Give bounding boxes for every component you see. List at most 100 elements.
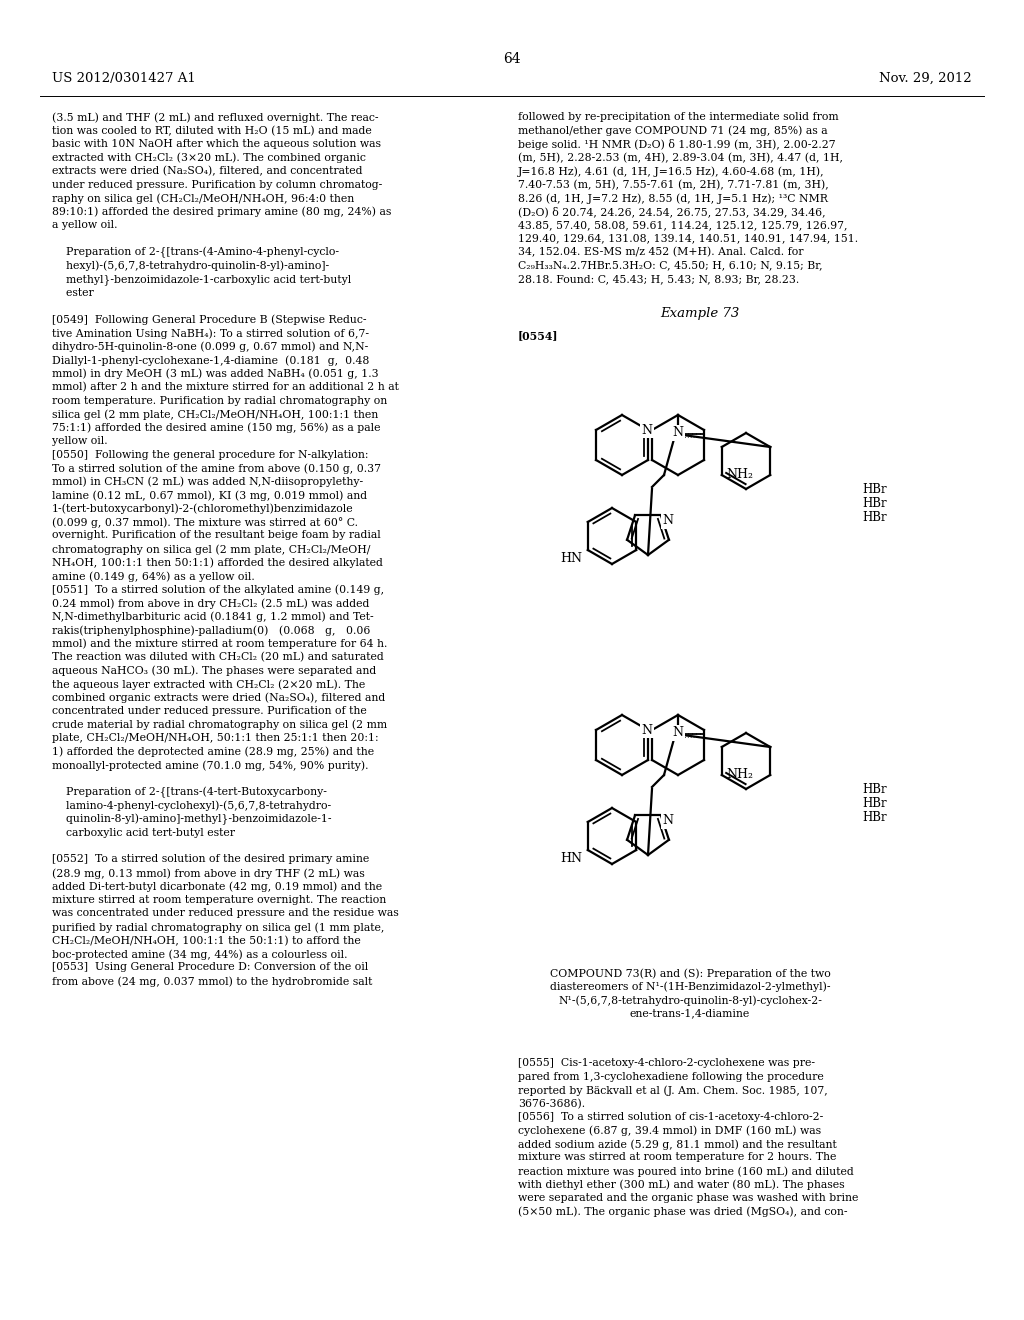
Text: [0553]  Using General Procedure D: Conversion of the oil: [0553] Using General Procedure D: Conver…: [52, 962, 369, 973]
Text: HBr: HBr: [862, 483, 887, 496]
Text: HN: HN: [560, 552, 582, 565]
Text: (0.099 g, 0.37 mmol). The mixture was stirred at 60° C.: (0.099 g, 0.37 mmol). The mixture was st…: [52, 517, 358, 528]
Text: basic with 10N NaOH after which the aqueous solution was: basic with 10N NaOH after which the aque…: [52, 139, 381, 149]
Text: HN: HN: [560, 851, 582, 865]
Text: J=16.8 Hz), 4.61 (d, 1H, J=16.5 Hz), 4.60-4.68 (m, 1H),: J=16.8 Hz), 4.61 (d, 1H, J=16.5 Hz), 4.6…: [518, 166, 824, 177]
Text: N: N: [673, 426, 683, 440]
Text: carboxylic acid tert-butyl ester: carboxylic acid tert-butyl ester: [52, 828, 234, 837]
Text: aqueous NaHCO₃ (30 mL). The phases were separated and: aqueous NaHCO₃ (30 mL). The phases were …: [52, 665, 376, 676]
Text: (m, 5H), 2.28-2.53 (m, 4H), 2.89-3.04 (m, 3H), 4.47 (d, 1H,: (m, 5H), 2.28-2.53 (m, 4H), 2.89-3.04 (m…: [518, 153, 843, 162]
Text: 28.18. Found: C, 45.43; H, 5.43; N, 8.93; Br, 28.23.: 28.18. Found: C, 45.43; H, 5.43; N, 8.93…: [518, 275, 800, 284]
Text: (D₂O) δ 20.74, 24.26, 24.54, 26.75, 27.53, 34.29, 34.46,: (D₂O) δ 20.74, 24.26, 24.54, 26.75, 27.5…: [518, 206, 825, 218]
Text: (3.5 mL) and THF (2 mL) and refluxed overnight. The reac-: (3.5 mL) and THF (2 mL) and refluxed ove…: [52, 112, 379, 123]
Text: methanol/ether gave COMPOUND 71 (24 mg, 85%) as a: methanol/ether gave COMPOUND 71 (24 mg, …: [518, 125, 827, 136]
Text: rakis(triphenylphosphine)-palladium(0)   (0.068   g,   0.06: rakis(triphenylphosphine)-palladium(0) (…: [52, 624, 371, 635]
Text: 34, 152.04. ES-MS m/z 452 (M+H). Anal. Calcd. for: 34, 152.04. ES-MS m/z 452 (M+H). Anal. C…: [518, 247, 804, 257]
Text: lamino-4-phenyl-cyclohexyl)-(5,6,7,8-tetrahydro-: lamino-4-phenyl-cyclohexyl)-(5,6,7,8-tet…: [52, 800, 331, 810]
Text: NH₂: NH₂: [727, 469, 754, 482]
Text: N: N: [663, 515, 674, 528]
Text: 1) afforded the deprotected amine (28.9 mg, 25%) and the: 1) afforded the deprotected amine (28.9 …: [52, 747, 374, 758]
Text: mixture was stirred at room temperature for 2 hours. The: mixture was stirred at room temperature …: [518, 1152, 837, 1163]
Text: N: N: [641, 723, 652, 737]
Text: mixture stirred at room temperature overnight. The reaction: mixture stirred at room temperature over…: [52, 895, 386, 906]
Text: Nov. 29, 2012: Nov. 29, 2012: [880, 73, 972, 84]
Text: raphy on silica gel (CH₂Cl₂/MeOH/NH₄OH, 96:4:0 then: raphy on silica gel (CH₂Cl₂/MeOH/NH₄OH, …: [52, 193, 354, 203]
Text: with diethyl ether (300 mL) and water (80 mL). The phases: with diethyl ether (300 mL) and water (8…: [518, 1180, 845, 1191]
Text: combined organic extracts were dried (Na₂SO₄), filtered and: combined organic extracts were dried (Na…: [52, 693, 385, 704]
Text: tion was cooled to RT, diluted with H₂O (15 mL) and made: tion was cooled to RT, diluted with H₂O …: [52, 125, 372, 136]
Text: reaction mixture was poured into brine (160 mL) and diluted: reaction mixture was poured into brine (…: [518, 1166, 854, 1176]
Text: plate, CH₂Cl₂/MeOH/NH₄OH, 50:1:1 then 25:1:1 then 20:1:: plate, CH₂Cl₂/MeOH/NH₄OH, 50:1:1 then 25…: [52, 733, 379, 743]
Text: 8.26 (d, 1H, J=7.2 Hz), 8.55 (d, 1H, J=5.1 Hz); ¹³C NMR: 8.26 (d, 1H, J=7.2 Hz), 8.55 (d, 1H, J=5…: [518, 193, 827, 203]
Text: diastereomers of N¹-(1H-Benzimidazol-2-ylmethyl)-: diastereomers of N¹-(1H-Benzimidazol-2-y…: [550, 982, 830, 993]
Text: monoallyl-protected amine (70.1.0 mg, 54%, 90% purity).: monoallyl-protected amine (70.1.0 mg, 54…: [52, 760, 369, 771]
Text: extracted with CH₂Cl₂ (3×20 mL). The combined organic: extracted with CH₂Cl₂ (3×20 mL). The com…: [52, 153, 366, 164]
Text: 1-(tert-butoxycarbonyl)-2-(chloromethyl)benzimidazole: 1-(tert-butoxycarbonyl)-2-(chloromethyl)…: [52, 503, 353, 513]
Text: N¹-(5,6,7,8-tetrahydro-quinolin-8-yl)-cyclohex-2-: N¹-(5,6,7,8-tetrahydro-quinolin-8-yl)-cy…: [558, 995, 822, 1006]
Text: a yellow oil.: a yellow oil.: [52, 220, 118, 230]
Text: was concentrated under reduced pressure and the residue was: was concentrated under reduced pressure …: [52, 908, 398, 919]
Text: (28.9 mg, 0.13 mmol) from above in dry THF (2 mL) was: (28.9 mg, 0.13 mmol) from above in dry T…: [52, 869, 365, 879]
Text: pared from 1,3-cyclohexadiene following the procedure: pared from 1,3-cyclohexadiene following …: [518, 1072, 823, 1081]
Text: room temperature. Purification by radial chromatography on: room temperature. Purification by radial…: [52, 396, 387, 405]
Text: [0552]  To a stirred solution of the desired primary amine: [0552] To a stirred solution of the desi…: [52, 854, 370, 865]
Text: ......: ......: [684, 430, 701, 440]
Text: [0550]  Following the general procedure for N-alkylation:: [0550] Following the general procedure f…: [52, 450, 369, 459]
Text: US 2012/0301427 A1: US 2012/0301427 A1: [52, 73, 196, 84]
Text: boc-protected amine (34 mg, 44%) as a colourless oil.: boc-protected amine (34 mg, 44%) as a co…: [52, 949, 347, 960]
Text: ester: ester: [52, 288, 94, 297]
Text: chromatography on silica gel (2 mm plate, CH₂Cl₂/MeOH/: chromatography on silica gel (2 mm plate…: [52, 544, 371, 554]
Text: NH₄OH, 100:1:1 then 50:1:1) afforded the desired alkylated: NH₄OH, 100:1:1 then 50:1:1) afforded the…: [52, 557, 383, 568]
Text: [0549]  Following General Procedure B (Stepwise Reduc-: [0549] Following General Procedure B (St…: [52, 314, 367, 325]
Text: (5×50 mL). The organic phase was dried (MgSO₄), and con-: (5×50 mL). The organic phase was dried (…: [518, 1206, 848, 1217]
Text: the aqueous layer extracted with CH₂Cl₂ (2×20 mL). The: the aqueous layer extracted with CH₂Cl₂ …: [52, 678, 366, 689]
Text: 3676-3686).: 3676-3686).: [518, 1098, 585, 1109]
Text: HBr: HBr: [862, 498, 887, 510]
Text: HBr: HBr: [862, 797, 887, 810]
Text: HBr: HBr: [862, 810, 887, 824]
Text: added Di-tert-butyl dicarbonate (42 mg, 0.19 mmol) and the: added Di-tert-butyl dicarbonate (42 mg, …: [52, 882, 382, 892]
Text: Example 73: Example 73: [660, 308, 739, 319]
Text: [0555]  Cis-1-acetoxy-4-chloro-2-cyclohexene was pre-: [0555] Cis-1-acetoxy-4-chloro-2-cyclohex…: [518, 1059, 815, 1068]
Text: COMPOUND 73(R) and (S): Preparation of the two: COMPOUND 73(R) and (S): Preparation of t…: [550, 968, 830, 978]
Text: from above (24 mg, 0.037 mmol) to the hydrobromide salt: from above (24 mg, 0.037 mmol) to the hy…: [52, 975, 373, 986]
Text: ......: ......: [684, 730, 701, 739]
Text: HBr: HBr: [862, 511, 887, 524]
Text: reported by Bäckvall et al (J. Am. Chem. Soc. 1985, 107,: reported by Bäckvall et al (J. Am. Chem.…: [518, 1085, 827, 1096]
Text: 89:10:1) afforded the desired primary amine (80 mg, 24%) as: 89:10:1) afforded the desired primary am…: [52, 206, 391, 216]
Text: 64: 64: [503, 51, 521, 66]
Text: purified by radial chromatography on silica gel (1 mm plate,: purified by radial chromatography on sil…: [52, 921, 384, 932]
Text: cyclohexene (6.87 g, 39.4 mmol) in DMF (160 mL) was: cyclohexene (6.87 g, 39.4 mmol) in DMF (…: [518, 1126, 821, 1137]
Text: under reduced pressure. Purification by column chromatog-: under reduced pressure. Purification by …: [52, 180, 382, 190]
Text: quinolin-8-yl)-amino]-methyl}-benzoimidazole-1-: quinolin-8-yl)-amino]-methyl}-benzoimida…: [52, 814, 332, 825]
Text: methyl}-benzoimidazole-1-carboxylic acid tert-butyl: methyl}-benzoimidazole-1-carboxylic acid…: [52, 275, 351, 285]
Text: ene-trans-1,4-diamine: ene-trans-1,4-diamine: [630, 1008, 751, 1019]
Text: To a stirred solution of the amine from above (0.150 g, 0.37: To a stirred solution of the amine from …: [52, 463, 381, 474]
Text: dihydro-5H-quinolin-8-one (0.099 g, 0.67 mmol) and N,N-: dihydro-5H-quinolin-8-one (0.099 g, 0.67…: [52, 342, 369, 352]
Text: mmol) and the mixture stirred at room temperature for 64 h.: mmol) and the mixture stirred at room te…: [52, 639, 387, 649]
Text: beige solid. ¹H NMR (D₂O) δ 1.80-1.99 (m, 3H), 2.00-2.27: beige solid. ¹H NMR (D₂O) δ 1.80-1.99 (m…: [518, 139, 836, 150]
Text: C₂₉H₃₃N₄.2.7HBr.5.3H₂O: C, 45.50; H, 6.10; N, 9.15; Br,: C₂₉H₃₃N₄.2.7HBr.5.3H₂O: C, 45.50; H, 6.1…: [518, 260, 822, 271]
Text: [0554]: [0554]: [518, 330, 558, 341]
Text: CH₂Cl₂/MeOH/NH₄OH, 100:1:1 the 50:1:1) to afford the: CH₂Cl₂/MeOH/NH₄OH, 100:1:1 the 50:1:1) t…: [52, 936, 360, 946]
Text: added sodium azide (5.29 g, 81.1 mmol) and the resultant: added sodium azide (5.29 g, 81.1 mmol) a…: [518, 1139, 837, 1150]
Text: [0556]  To a stirred solution of cis-1-acetoxy-4-chloro-2-: [0556] To a stirred solution of cis-1-ac…: [518, 1111, 823, 1122]
Text: mmol) in CH₃CN (2 mL) was added N,N-diisopropylethy-: mmol) in CH₃CN (2 mL) was added N,N-diis…: [52, 477, 364, 487]
Text: The reaction was diluted with CH₂Cl₂ (20 mL) and saturated: The reaction was diluted with CH₂Cl₂ (20…: [52, 652, 384, 663]
Text: N,N-dimethylbarbituric acid (0.1841 g, 1.2 mmol) and Tet-: N,N-dimethylbarbituric acid (0.1841 g, 1…: [52, 611, 374, 622]
Text: NH₂: NH₂: [727, 768, 754, 781]
Text: N: N: [673, 726, 683, 739]
Text: mmol) after 2 h and the mixture stirred for an additional 2 h at: mmol) after 2 h and the mixture stirred …: [52, 381, 399, 392]
Text: tive Amination Using NaBH₄): To a stirred solution of 6,7-: tive Amination Using NaBH₄): To a stirre…: [52, 327, 369, 338]
Text: amine (0.149 g, 64%) as a yellow oil.: amine (0.149 g, 64%) as a yellow oil.: [52, 572, 255, 582]
Text: HBr: HBr: [862, 783, 887, 796]
Text: 7.40-7.53 (m, 5H), 7.55-7.61 (m, 2H), 7.71-7.81 (m, 3H),: 7.40-7.53 (m, 5H), 7.55-7.61 (m, 2H), 7.…: [518, 180, 828, 190]
Text: Diallyl-1-phenyl-cyclohexane-1,4-diamine  (0.181  g,  0.48: Diallyl-1-phenyl-cyclohexane-1,4-diamine…: [52, 355, 370, 366]
Text: hexyl)-(5,6,7,8-tetrahydro-quinolin-8-yl)-amino]-: hexyl)-(5,6,7,8-tetrahydro-quinolin-8-yl…: [52, 260, 329, 271]
Text: crude material by radial chromatography on silica gel (2 mm: crude material by radial chromatography …: [52, 719, 387, 730]
Text: Preparation of 2-{[trans-(4-tert-Butoxycarbony-: Preparation of 2-{[trans-(4-tert-Butoxyc…: [52, 787, 327, 799]
Text: 43.85, 57.40, 58.08, 59.61, 114.24, 125.12, 125.79, 126.97,: 43.85, 57.40, 58.08, 59.61, 114.24, 125.…: [518, 220, 848, 230]
Text: 129.40, 129.64, 131.08, 139.14, 140.51, 140.91, 147.94, 151.: 129.40, 129.64, 131.08, 139.14, 140.51, …: [518, 234, 858, 243]
Text: yellow oil.: yellow oil.: [52, 436, 108, 446]
Text: lamine (0.12 mL, 0.67 mmol), KI (3 mg, 0.019 mmol) and: lamine (0.12 mL, 0.67 mmol), KI (3 mg, 0…: [52, 490, 368, 500]
